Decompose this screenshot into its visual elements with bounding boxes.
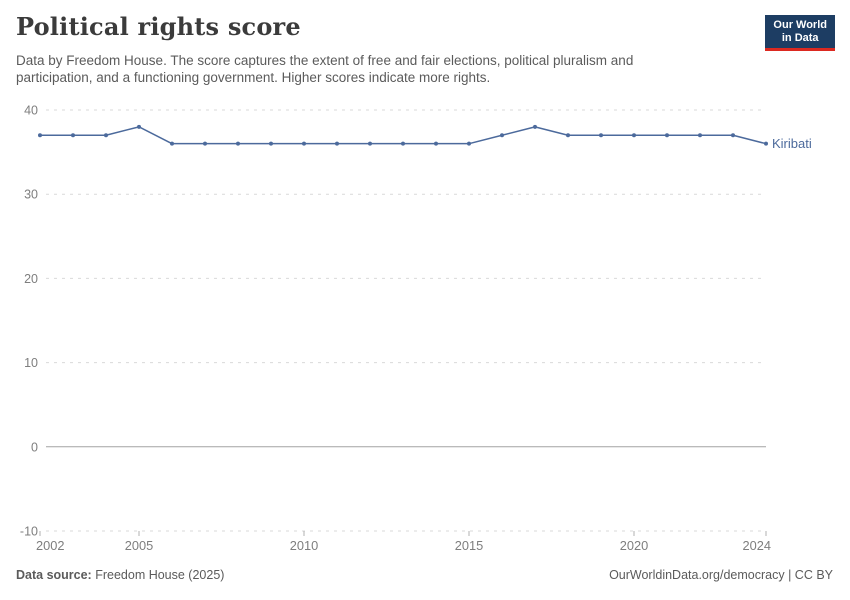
data-point-2003[interactable]	[71, 133, 75, 138]
data-point-2005[interactable]	[137, 124, 141, 129]
data-point-2024[interactable]	[764, 141, 768, 146]
data-point-2023[interactable]	[731, 133, 735, 138]
chart-subtitle-line2: participation, and a functioning governm…	[16, 70, 491, 85]
data-point-2018[interactable]	[566, 133, 570, 138]
x-axis-label-2024: 2024	[743, 538, 771, 550]
data-point-2010[interactable]	[302, 141, 306, 146]
data-point-2004[interactable]	[104, 133, 108, 138]
data-source-value: Freedom House (2025)	[91, 568, 225, 582]
y-axis-label-0: 0	[31, 440, 38, 454]
chart-title: Political rights score	[16, 12, 301, 41]
x-axis-label-2002: 2002	[36, 538, 64, 550]
data-point-2022[interactable]	[698, 133, 702, 138]
data-point-2015[interactable]	[467, 141, 471, 146]
chart-subtitle: Data by Freedom House. The score capture…	[16, 52, 716, 86]
x-axis-label-2020: 2020	[620, 538, 648, 550]
data-point-2017[interactable]	[533, 124, 537, 129]
x-axis-label-2010: 2010	[290, 538, 318, 550]
kiribati-line[interactable]	[39, 126, 767, 145]
y-axis-label-20: 20	[24, 272, 38, 286]
owid-logo-line2: in Data	[781, 32, 819, 44]
data-point-2014[interactable]	[434, 141, 438, 146]
data-point-2013[interactable]	[401, 141, 405, 146]
data-point-2020[interactable]	[632, 133, 636, 138]
owid-logo-line1: Our World	[773, 19, 827, 31]
data-source-label: Data source:	[16, 568, 92, 582]
y-axis-label-40: 40	[24, 104, 38, 118]
x-axis-label-2005: 2005	[125, 538, 153, 550]
license-link[interactable]: OurWorldinData.org/democracy | CC BY	[609, 568, 833, 582]
y-axis-label--10: -10	[20, 525, 38, 539]
data-point-2016[interactable]	[500, 133, 504, 138]
data-point-2007[interactable]	[203, 141, 207, 146]
data-point-2002[interactable]	[38, 133, 42, 138]
data-source-text: Data source: Freedom House (2025)	[16, 568, 224, 582]
chart-subtitle-line1: Data by Freedom House. The score capture…	[16, 53, 634, 68]
data-point-2006[interactable]	[170, 141, 174, 146]
data-point-2009[interactable]	[269, 141, 273, 146]
data-point-2021[interactable]	[665, 133, 669, 138]
data-point-2011[interactable]	[335, 141, 339, 146]
data-point-2008[interactable]	[236, 141, 240, 146]
owid-logo[interactable]: Our World in Data	[765, 15, 835, 51]
y-axis-label-10: 10	[24, 356, 38, 370]
series-label-kiribati[interactable]: Kiribati	[772, 136, 812, 151]
x-axis-label-2015: 2015	[455, 538, 483, 550]
data-point-2019[interactable]	[599, 133, 603, 138]
y-axis-label-30: 30	[24, 188, 38, 202]
data-point-2012[interactable]	[368, 141, 372, 146]
